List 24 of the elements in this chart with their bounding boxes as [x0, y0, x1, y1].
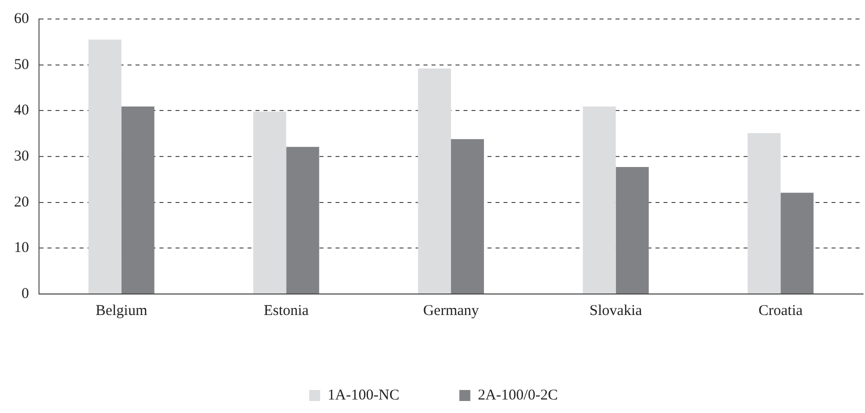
x-tick-label: Croatia	[758, 302, 804, 319]
y-tick-label: 0	[22, 286, 29, 302]
y-tick-label: 60	[14, 10, 29, 27]
bar	[253, 112, 286, 294]
bar	[616, 167, 649, 294]
y-tick-label: 30	[14, 148, 29, 164]
legend-label: 2A-100/0-2C	[478, 387, 558, 404]
x-tick-label: Belgium	[96, 302, 148, 319]
bar	[286, 146, 320, 294]
legend-label: 1A-100-NC	[328, 387, 400, 404]
bar	[780, 192, 814, 294]
bar	[748, 133, 781, 294]
bar	[582, 106, 616, 294]
x-tick-label: Germany	[423, 302, 480, 319]
y-tick-label: 20	[14, 194, 29, 210]
x-tick-label: Estonia	[264, 302, 310, 319]
y-tick-label: 10	[14, 240, 29, 256]
bar	[121, 106, 154, 294]
bar	[88, 40, 122, 294]
bar	[451, 139, 484, 294]
x-tick-label: Slovakia	[590, 302, 642, 319]
y-tick-label: 40	[14, 102, 29, 119]
y-tick-label: 50	[14, 56, 29, 73]
bar	[418, 68, 451, 294]
